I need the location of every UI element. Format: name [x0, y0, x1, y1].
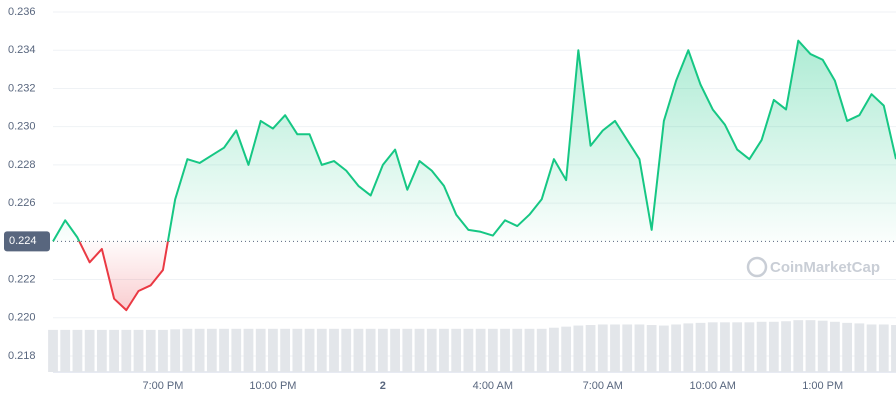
volume-bar: [206, 328, 217, 372]
volume-bar: [231, 328, 242, 372]
y-tick-label: 0.222: [8, 273, 36, 285]
volume-bar: [48, 329, 58, 372]
x-tick-label: 7:00 AM: [583, 380, 623, 392]
volume-bar: [72, 329, 83, 372]
plot: 0.224: [4, 39, 896, 312]
volume-bar: [793, 320, 804, 372]
volume-bar: [463, 328, 474, 372]
reference-label-box: [4, 231, 50, 252]
volume-bar: [280, 328, 291, 372]
volume-bar: [377, 328, 388, 372]
reference-label: 0.224: [9, 235, 37, 247]
volume-bar: [219, 328, 229, 372]
volume-bar: [109, 329, 119, 372]
volume-bar: [781, 321, 791, 372]
volume-bar: [475, 328, 486, 372]
volume-bar: [353, 328, 364, 372]
volume-bar: [365, 328, 376, 372]
volume-bar: [426, 328, 437, 372]
volume-bar: [585, 325, 596, 372]
volume-bar: [707, 322, 718, 372]
volume-bar: [671, 324, 681, 372]
volume-bar: [133, 329, 144, 372]
volume-bar: [121, 329, 132, 372]
volume-bar: [683, 323, 694, 372]
x-tick-label: 1:00 PM: [802, 380, 843, 392]
volume-bar: [646, 325, 657, 372]
volume-bar: [329, 328, 339, 372]
grid: 0.218 0.220 0.222 0.226 0.228 0.230 0.232 0.234…: [8, 6, 896, 392]
volume-bar: [255, 328, 266, 372]
x-tick-label: 4:00 AM: [473, 380, 513, 392]
volume-bar: [402, 328, 413, 372]
volume-bar: [842, 322, 853, 372]
y-tick-label: 0.234: [8, 44, 36, 56]
volume-bar: [487, 328, 498, 372]
volume-bar: [622, 324, 633, 372]
y-tick-label: 0.228: [8, 159, 36, 171]
price-line: [52, 39, 896, 312]
volume-bar: [878, 324, 889, 372]
volume-bar: [830, 321, 840, 372]
y-tick-label: 0.220: [8, 312, 36, 324]
volume-bar: [573, 325, 584, 372]
volume-bar: [84, 329, 95, 372]
volume-bar: [597, 324, 608, 372]
watermark-icon: [746, 256, 768, 278]
y-tick-label: 0.218: [8, 350, 36, 362]
volume-bar: [500, 328, 510, 372]
volume-bar: [866, 324, 877, 372]
volume-bar: [756, 321, 767, 372]
volume-bar: [658, 325, 669, 372]
volume-bar: [292, 328, 303, 372]
volume-bar: [158, 329, 168, 372]
volume-bar: [451, 328, 462, 372]
volume-bar: [744, 322, 755, 372]
volume-bar: [170, 329, 181, 372]
volume-bar: [316, 328, 327, 372]
y-tick-label: 0.232: [8, 82, 36, 94]
price-area: [53, 40, 896, 311]
volume-bar: [610, 324, 620, 372]
volume-bars: [48, 320, 896, 372]
volume-bar: [768, 321, 779, 372]
volume-bar: [891, 325, 896, 372]
x-tick-label: 10:00 AM: [689, 380, 735, 392]
y-tick-label: 0.236: [8, 6, 36, 18]
volume-bar: [536, 328, 547, 372]
volume-bar: [817, 320, 828, 372]
volume-bar: [268, 328, 278, 372]
volume-bar: [414, 328, 425, 372]
volume-bar: [512, 328, 523, 372]
y-tick-label: 0.230: [8, 121, 36, 133]
volume-bar: [243, 328, 254, 372]
volume-bar: [805, 320, 816, 372]
volume-bar: [96, 329, 107, 372]
x-tick-label: 10:00 PM: [249, 380, 296, 392]
volume-bar: [341, 328, 352, 372]
volume-bar: [561, 326, 572, 372]
volume-bar: [524, 328, 535, 372]
volume-bar: [145, 329, 156, 372]
volume-bar: [854, 323, 865, 372]
volume-bar: [182, 328, 193, 372]
volume-bar: [304, 328, 315, 372]
volume-bar: [634, 324, 645, 372]
watermark: CoinMarketCap: [770, 259, 880, 276]
volume-bar: [720, 322, 730, 372]
volume-bar: [439, 328, 449, 372]
x-tick-label: 2: [380, 380, 386, 392]
volume-bar: [194, 328, 205, 372]
y-tick-label: 0.226: [8, 197, 36, 209]
x-tick-label: 7:00 PM: [142, 380, 183, 392]
volume-bar: [390, 328, 400, 372]
volume-bar: [732, 322, 743, 372]
volume-bar: [695, 322, 706, 372]
volume-bar: [60, 329, 71, 372]
volume-bar: [549, 327, 559, 372]
